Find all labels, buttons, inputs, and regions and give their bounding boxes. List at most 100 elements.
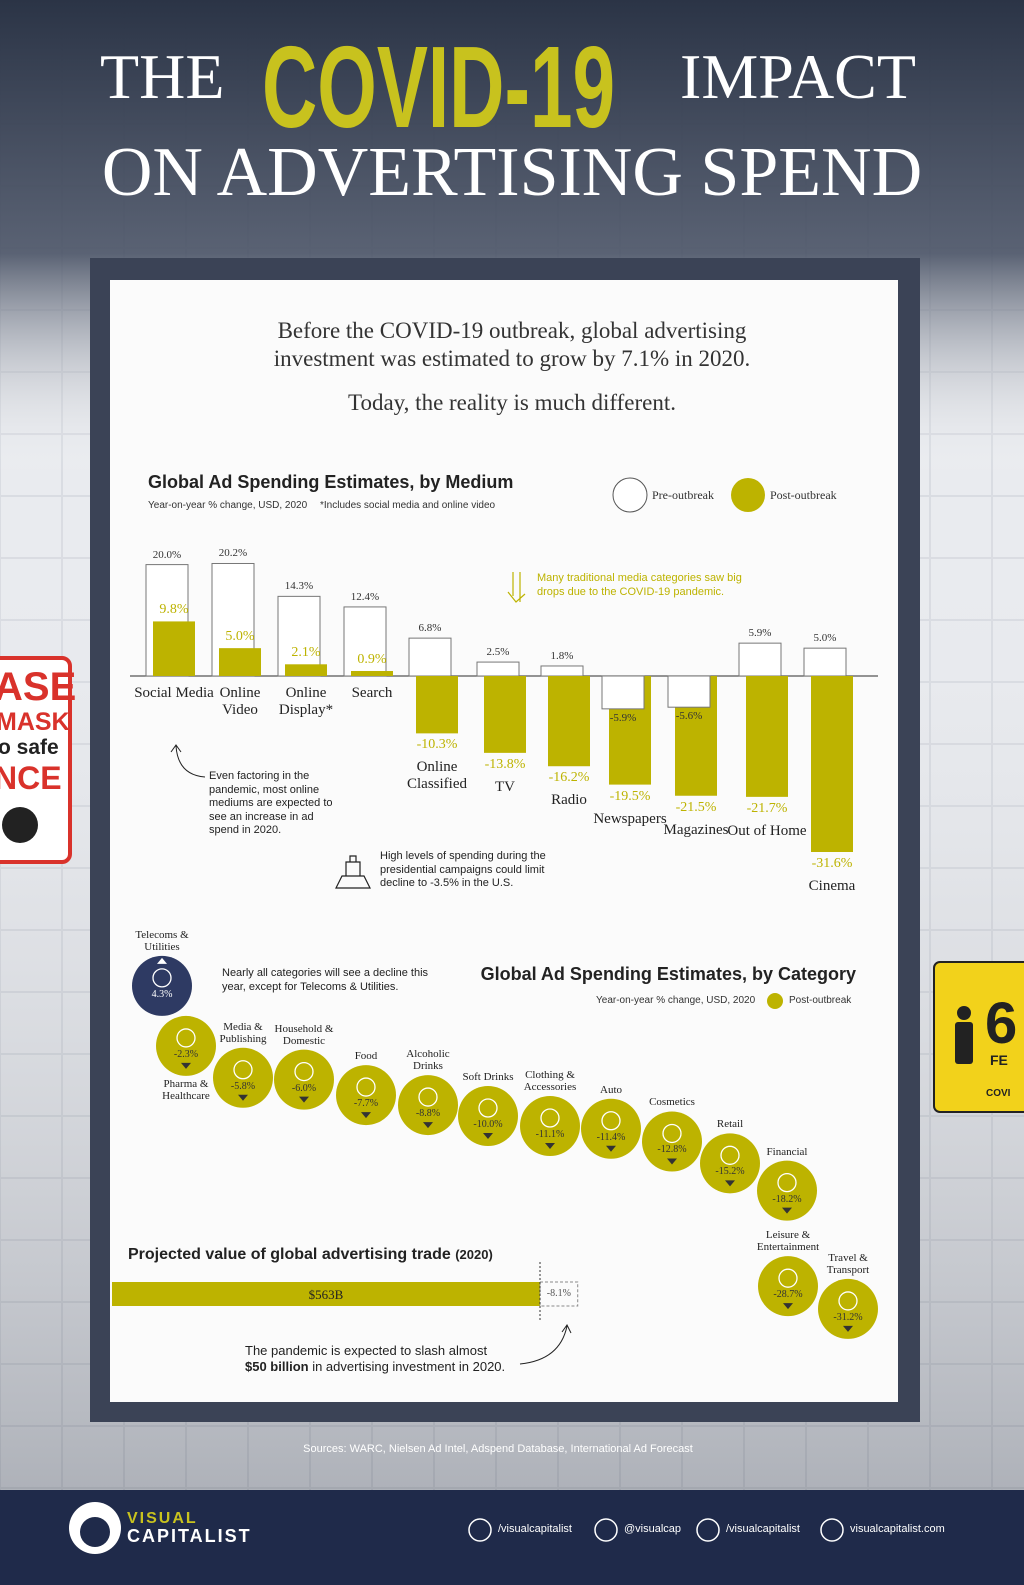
bubble — [132, 955, 192, 1016]
direction-arrow — [361, 1112, 371, 1119]
value-label: 5.0% — [225, 629, 255, 645]
value-label: -10.0% — [473, 1119, 503, 1130]
social-link[interactable]: /visualcapitalist — [498, 1523, 572, 1535]
bubble — [520, 1096, 580, 1157]
bubble-icon — [356, 1077, 376, 1097]
category-label: Leisure & Entertainment — [756, 1229, 820, 1254]
value-label: -11.4% — [596, 1131, 626, 1143]
x-tick-label: Cinema — [808, 878, 856, 894]
value-label: -19.5% — [609, 788, 651, 804]
bubble — [700, 1133, 760, 1194]
value-label: 5.0% — [813, 632, 837, 645]
bubble-icon — [720, 1145, 740, 1165]
bar — [408, 637, 452, 677]
arrow — [170, 744, 206, 778]
bar — [351, 670, 393, 676]
direction-arrow — [782, 1207, 792, 1214]
bubble-icon — [294, 1061, 314, 1082]
social-icon — [468, 1518, 492, 1542]
category-label: Telecoms & Utilities — [135, 928, 189, 953]
logo-text: VISUAL — [127, 1510, 198, 1527]
social-link[interactable]: /visualcapitalist — [726, 1523, 800, 1535]
intro-subline: Today, the reality is much different. — [348, 390, 676, 415]
category-label: Pharma & Healthcare — [162, 1077, 210, 1102]
category-label: Media & Publishing — [219, 1020, 267, 1045]
intro-line: Before the COVID-19 outbreak, global adv… — [277, 318, 747, 343]
direction-arrow — [667, 1158, 677, 1165]
value-label: -16.2% — [548, 770, 590, 786]
direction-arrow — [843, 1325, 853, 1332]
bar — [343, 606, 387, 677]
x-tick-label: Search — [351, 685, 393, 701]
title-covid: COVID-19 — [262, 22, 616, 152]
value-label: -21.5% — [675, 799, 717, 815]
value-label: 12.4% — [350, 590, 380, 603]
chart-title: Projected value of global advertising tr… — [128, 1246, 493, 1264]
value-label: -15.2% — [715, 1166, 745, 1178]
bubble — [818, 1278, 878, 1339]
bubble-icon — [662, 1123, 682, 1144]
social-link[interactable]: visualcapitalist.com — [850, 1523, 945, 1535]
value-label: -13.8% — [484, 756, 526, 772]
sign-icon — [957, 1006, 971, 1020]
category-label: Cosmetics — [649, 1096, 695, 1109]
bar — [285, 664, 327, 676]
x-tick-label: Radio — [551, 792, 587, 809]
value-label: -5.9% — [609, 711, 637, 724]
sign-text: COVI — [986, 1088, 1011, 1099]
value-label: -8.8% — [415, 1108, 441, 1120]
value-label: 2.1% — [291, 645, 321, 661]
x-tick-label: Online Video — [219, 685, 261, 718]
chart-subtitle: Year-on-year % change, USD, 2020 — [148, 500, 308, 511]
sign-text: o safe — [0, 736, 59, 759]
x-tick-label: TV — [495, 778, 515, 795]
bubble — [757, 1160, 817, 1221]
bubble-icon — [478, 1098, 498, 1118]
legend-swatch — [731, 478, 765, 512]
legend-label: Post-outbreak — [770, 488, 837, 502]
bar — [277, 595, 321, 677]
bar — [219, 648, 261, 676]
social-link[interactable]: @visualcap — [624, 1523, 682, 1535]
icon — [335, 855, 371, 889]
bar — [601, 675, 645, 710]
bar — [476, 661, 520, 677]
category-label: Financial — [766, 1145, 808, 1158]
legend-swatch — [767, 993, 783, 1009]
direction-arrow — [606, 1145, 616, 1152]
bubble — [758, 1256, 818, 1317]
direction-arrow — [783, 1303, 793, 1310]
bubble-icon — [777, 1172, 797, 1193]
direction-arrow — [157, 957, 167, 964]
direction-arrow — [423, 1122, 433, 1129]
category-label: Soft Drinks — [462, 1071, 514, 1083]
title-the: THE — [100, 41, 225, 112]
value-label: -21.7% — [746, 800, 788, 816]
value-label: 20.2% — [218, 547, 248, 560]
chart-title: Global Ad Spending Estimates, by Medium — [148, 472, 514, 492]
value-label: -10.3% — [416, 737, 458, 753]
annotation-text: The pandemic is expected to slash almost — [245, 1343, 488, 1358]
category-label: Travel & Transport — [826, 1251, 870, 1276]
right-sign — [933, 961, 1024, 1113]
bubble-icon — [418, 1087, 438, 1107]
x-tick-label: Social Media — [134, 685, 214, 701]
value-label: 20.0% — [152, 548, 182, 561]
chart-title: Global Ad Spending Estimates, by Categor… — [480, 964, 856, 984]
sign-text: 6 — [985, 991, 1018, 1056]
x-tick-label: Online Display* — [278, 685, 334, 718]
x-tick-label: Online Classified — [407, 759, 467, 793]
category-label: Auto — [600, 1083, 622, 1096]
bubble — [336, 1065, 396, 1126]
legend-label: Post-outbreak — [789, 995, 852, 1006]
value-label: -2.3% — [173, 1048, 199, 1060]
legend-label: Pre-outbreak — [652, 488, 714, 502]
bubble-icon — [601, 1111, 621, 1131]
sign-text: ASE — [0, 665, 77, 709]
value-label: 5.9% — [748, 627, 772, 640]
sign-text: MASK — [0, 708, 70, 736]
bubble — [581, 1098, 641, 1159]
category-label: Alcoholic Drinks — [406, 1048, 450, 1073]
value-label: -28.7% — [773, 1289, 803, 1301]
